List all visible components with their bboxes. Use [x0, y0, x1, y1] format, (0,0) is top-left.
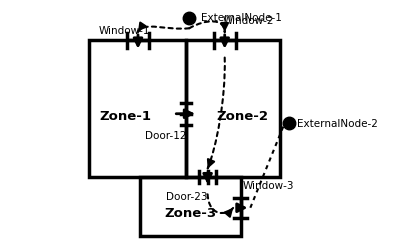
- Text: Zone-2: Zone-2: [216, 110, 268, 123]
- Text: ExternalNode-2: ExternalNode-2: [297, 119, 378, 128]
- Text: Zone-3: Zone-3: [164, 207, 216, 220]
- Text: Zone-1: Zone-1: [100, 110, 152, 123]
- Text: ExternalNode-1: ExternalNode-1: [202, 14, 283, 23]
- Text: Door-23: Door-23: [166, 192, 208, 202]
- Text: Window-3: Window-3: [243, 181, 295, 191]
- Text: Window-1: Window-1: [99, 26, 150, 36]
- Text: Door-12: Door-12: [145, 131, 187, 141]
- Text: Window-2: Window-2: [222, 16, 274, 26]
